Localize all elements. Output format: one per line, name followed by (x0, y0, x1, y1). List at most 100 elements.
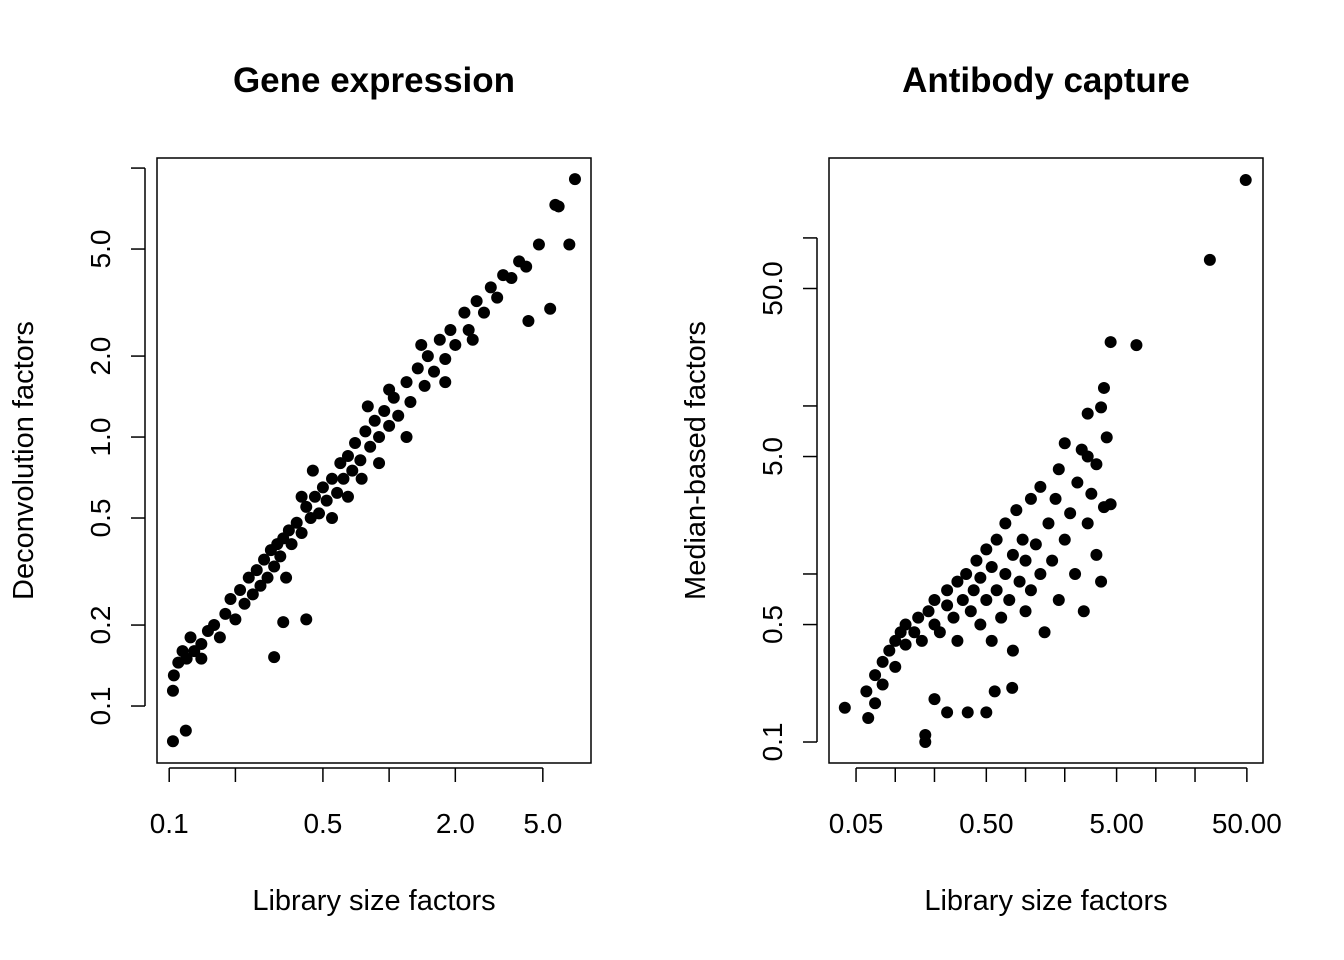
y-tick-label: 0.5 (85, 499, 116, 538)
point (1203, 253, 1216, 266)
point (444, 324, 457, 337)
point (268, 560, 281, 573)
y-tick-label: 5.0 (757, 437, 788, 476)
x-tick-label: 2.0 (436, 808, 475, 839)
point (167, 669, 180, 682)
point (484, 281, 497, 294)
point (990, 584, 1003, 597)
point (1104, 498, 1117, 511)
point (1130, 339, 1143, 352)
y-tick-label: 0.5 (757, 605, 788, 644)
point (985, 634, 998, 647)
point (1006, 644, 1019, 657)
point (285, 538, 298, 551)
point (985, 561, 998, 574)
point (1006, 681, 1019, 694)
point (1013, 575, 1026, 588)
point (334, 457, 347, 470)
point (346, 464, 359, 477)
point (1239, 174, 1252, 187)
point (1046, 554, 1059, 567)
point (919, 736, 932, 749)
point (889, 660, 902, 673)
point (520, 260, 533, 273)
y-tick-label: 5.0 (85, 230, 116, 269)
point (869, 669, 882, 682)
point (1003, 594, 1016, 607)
point (1029, 538, 1042, 551)
point (883, 644, 896, 657)
point (361, 400, 374, 413)
point (1090, 458, 1103, 471)
point (274, 550, 287, 563)
point (899, 638, 912, 651)
point (224, 592, 237, 605)
point (308, 490, 321, 503)
point (899, 618, 912, 631)
point (300, 500, 313, 513)
point (999, 517, 1012, 530)
point (313, 507, 326, 520)
y-tick-label: 50.0 (757, 261, 788, 316)
point (1081, 450, 1094, 463)
point (951, 575, 964, 588)
point (999, 567, 1012, 580)
x-axis-label: Library size factors (252, 885, 495, 917)
point (947, 611, 960, 624)
point (522, 315, 535, 328)
y-tick-label: 2.0 (85, 337, 116, 376)
point (915, 634, 928, 647)
point (995, 611, 1008, 624)
point (532, 238, 545, 251)
point (544, 302, 557, 315)
point (974, 571, 987, 584)
point (980, 706, 993, 719)
x-tick-label: 50.00 (1212, 808, 1282, 839)
point (411, 362, 424, 375)
point (234, 583, 247, 596)
point (166, 735, 179, 748)
point (219, 607, 232, 620)
x-axis-label: Library size factors (924, 885, 1167, 917)
point (316, 481, 329, 494)
point (433, 333, 446, 346)
point (179, 724, 192, 737)
point (404, 395, 417, 408)
point (1052, 463, 1065, 476)
point (1100, 431, 1113, 444)
point (355, 472, 368, 485)
point (166, 684, 179, 697)
point (364, 440, 377, 453)
point (933, 626, 946, 639)
x-tick-label: 0.1 (150, 808, 189, 839)
point (306, 464, 319, 477)
point (1095, 401, 1108, 414)
chart-title: Gene expression (233, 61, 515, 100)
point (195, 638, 208, 651)
point (1058, 533, 1071, 546)
point (337, 472, 350, 485)
point (990, 533, 1003, 546)
point (1052, 594, 1065, 607)
point (368, 414, 381, 427)
point (941, 584, 954, 597)
y-tick-label: 0.1 (85, 687, 116, 726)
point (1038, 626, 1051, 639)
point (458, 306, 471, 319)
point (1010, 504, 1023, 517)
point (505, 272, 518, 285)
point (418, 379, 431, 392)
point (552, 200, 565, 213)
point (928, 594, 941, 607)
point (373, 457, 386, 470)
chart-title: Antibody capture (902, 61, 1190, 100)
point (941, 599, 954, 612)
y-axis-label: Median-based factors (680, 321, 712, 600)
point (280, 571, 293, 584)
point (331, 486, 344, 499)
point (988, 685, 1001, 698)
point (1085, 487, 1098, 500)
point (466, 333, 479, 346)
point (341, 490, 354, 503)
